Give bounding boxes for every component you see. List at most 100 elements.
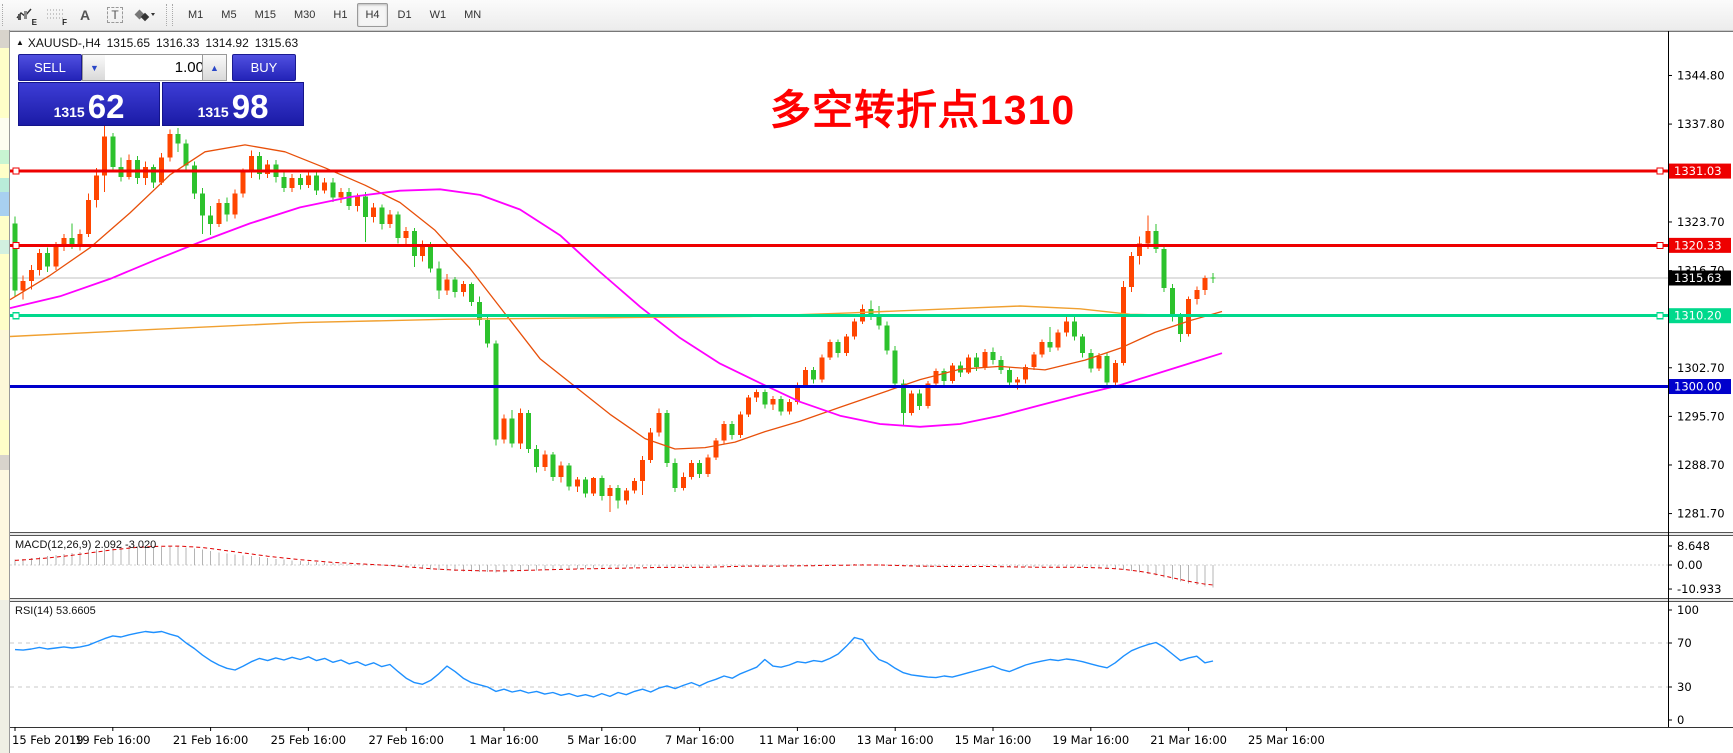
indicators-chart-icon (16, 8, 32, 20)
text-label-button[interactable]: A (71, 2, 99, 28)
svg-text:25 Mar 16:00: 25 Mar 16:00 (1248, 733, 1325, 747)
svg-text:1302.70: 1302.70 (1677, 361, 1725, 375)
one-click-trading-panel: SELL ▼ ▲ BUY 1315 62 1315 98 (14, 54, 306, 126)
chart-symbol: XAUUSD-,H4 (27, 36, 101, 50)
top-toolbar: E F A T M1 M5 M15 M30 H1 (0, 0, 1733, 31)
svg-text:0.00: 0.00 (1677, 558, 1703, 572)
side-panel-band (0, 254, 9, 330)
timeframe-w1-button[interactable]: W1 (429, 9, 447, 21)
svg-text:15 Feb 2019: 15 Feb 2019 (12, 733, 84, 747)
svg-text:19 Feb 16:00: 19 Feb 16:00 (75, 733, 150, 747)
buy-price-small: 1315 (197, 104, 229, 120)
svg-text:1 Mar 16:00: 1 Mar 16:00 (469, 733, 538, 747)
side-panel-band (0, 164, 9, 178)
svg-text:11 Mar 16:00: 11 Mar 16:00 (759, 733, 836, 747)
ohlc-high: 1316.33 (156, 36, 200, 50)
icon-sub-e: E (31, 18, 37, 27)
svg-text:1320.33: 1320.33 (1674, 238, 1722, 252)
side-panel-band (0, 192, 9, 216)
sell-price-big: 62 (87, 88, 125, 125)
rsi-line (14, 630, 1214, 698)
text-box-icon: T (107, 7, 123, 23)
price-tag-1310.20: 1310.20 (1669, 308, 1731, 324)
side-panel-band (0, 48, 9, 118)
price-axis[interactable]: 1344.801337.801323.701316.701302.701295.… (1668, 31, 1731, 727)
svg-text:27 Feb 16:00: 27 Feb 16:00 (368, 733, 443, 747)
side-panel-band (0, 455, 9, 470)
side-panel-band (0, 240, 9, 254)
timeframe-d1-button[interactable]: D1 (397, 9, 412, 21)
svg-text:21 Feb 16:00: 21 Feb 16:00 (173, 733, 248, 747)
horizontal-line-1320.33[interactable] (10, 241, 1668, 249)
svg-text:21 Mar 16:00: 21 Mar 16:00 (1150, 733, 1227, 747)
svg-text:100: 100 (1677, 603, 1699, 617)
svg-text:7 Mar 16:00: 7 Mar 16:00 (665, 733, 734, 747)
svg-text:1337.80: 1337.80 (1677, 117, 1725, 131)
timeframe-m30-button[interactable]: M30 (293, 9, 316, 21)
toolbar-separator (166, 4, 173, 26)
svg-text:1310.20: 1310.20 (1674, 309, 1722, 323)
shapes-dropdown-icon (134, 9, 155, 22)
svg-text:1323.70: 1323.70 (1677, 215, 1725, 229)
volume-input[interactable] (105, 54, 212, 81)
toolbar-drag-handle[interactable] (2, 4, 8, 26)
side-panel-band (0, 150, 9, 164)
buy-price-panel[interactable]: 1315 98 (162, 82, 304, 126)
rsi-pane[interactable] (10, 630, 1668, 698)
svg-text:19 Mar 16:00: 19 Mar 16:00 (1052, 733, 1129, 747)
sell-price-panel[interactable]: 1315 62 (18, 82, 160, 126)
main-price-pane[interactable] (9, 124, 1668, 513)
rsi-label: RSI(14) 53.6605 (15, 605, 96, 617)
svg-text:1295.70: 1295.70 (1677, 409, 1725, 423)
side-panel-band (0, 178, 9, 192)
timeframe-h1-button[interactable]: H1 (333, 9, 348, 21)
svg-text:25 Feb 16:00: 25 Feb 16:00 (271, 733, 346, 747)
timeframe-h4-button[interactable]: H4 (357, 3, 388, 27)
side-panel-band (0, 216, 9, 240)
horizontal-line-1310.20[interactable] (10, 312, 1668, 320)
svg-text:8.648: 8.648 (1677, 539, 1710, 553)
side-panel-band (0, 470, 9, 600)
collapse-triangle-icon[interactable]: ▲ (16, 38, 24, 47)
icon-sub-f: F (62, 18, 67, 27)
svg-text:30: 30 (1677, 680, 1692, 694)
svg-text:-10.933: -10.933 (1677, 582, 1721, 596)
svg-text:1288.70: 1288.70 (1677, 458, 1725, 472)
macd-label: MACD(12,26,9) 2.092 -3.020 (15, 539, 157, 551)
ma-slow-magenta (9, 188, 1223, 428)
svg-text:1344.80: 1344.80 (1677, 68, 1725, 82)
ohlc-close: 1315.63 (254, 36, 299, 50)
shapes-dropdown-button[interactable] (131, 2, 159, 28)
price-tag-1320.33: 1320.33 (1669, 237, 1731, 253)
timeframe-m5-button[interactable]: M5 (221, 9, 237, 21)
side-panel-band (0, 600, 9, 753)
svg-text:13 Mar 16:00: 13 Mar 16:00 (857, 733, 934, 747)
svg-text:70: 70 (1677, 636, 1692, 650)
buy-button[interactable]: BUY (232, 54, 296, 81)
text-label-icon: A (79, 7, 91, 23)
sell-price-small: 1315 (53, 104, 85, 120)
horizontal-line-1331.03[interactable] (10, 167, 1668, 175)
svg-text:1300.00: 1300.00 (1674, 380, 1722, 394)
indicators-chart-icon-button[interactable]: E (11, 2, 39, 28)
text-box-button[interactable]: T (101, 2, 129, 28)
timeframe-m15-button[interactable]: M15 (254, 9, 276, 21)
grid-icon-button[interactable]: F (41, 2, 69, 28)
svg-text:0: 0 (1677, 713, 1684, 727)
ohlc-open: 1315.65 (106, 36, 150, 50)
ma-fast-orange (9, 144, 1223, 450)
price-tag-1331.03: 1331.03 (1669, 163, 1731, 179)
collapsed-side-panel[interactable]: t (0, 30, 10, 753)
macd-pane[interactable] (10, 545, 1668, 588)
timeframe-m1-button[interactable]: M1 (188, 9, 204, 21)
side-panel-band (0, 330, 9, 420)
chart-text-annotation: 多空转折点1310 (770, 87, 1076, 133)
timeframe-mn-button[interactable]: MN (464, 9, 482, 21)
volume-increase-button[interactable]: ▲ (202, 54, 227, 81)
volume-decrease-button[interactable]: ▼ (82, 54, 107, 81)
sell-button[interactable]: SELL (18, 54, 82, 81)
svg-text:5 Mar 16:00: 5 Mar 16:00 (567, 733, 636, 747)
